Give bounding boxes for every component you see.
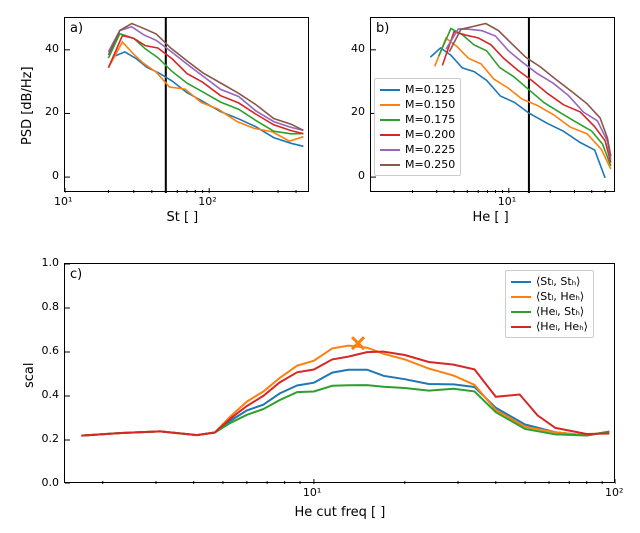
legend-item: ⟨Heₗ, Stₕ⟩ <box>511 304 588 319</box>
ytick-label: 0.6 <box>42 344 60 357</box>
ytick-label: 40 <box>351 42 365 55</box>
legend-swatch <box>380 104 400 106</box>
series-M0150 <box>108 42 303 141</box>
legend-swatch <box>380 134 400 136</box>
legend-label: ⟨Stₗ, Stₕ⟩ <box>536 275 580 288</box>
legend-swatch <box>511 326 531 328</box>
legend-item: M=0.200 <box>380 127 455 142</box>
legend-item: M=0.175 <box>380 112 455 127</box>
panel-a <box>64 17 309 192</box>
legend-swatch <box>511 311 531 313</box>
legend-label: M=0.225 <box>405 143 455 156</box>
ytick-label: 0 <box>52 169 59 182</box>
legend-swatch <box>511 281 531 283</box>
panel-c-letter: c) <box>70 267 82 282</box>
legend-item: M=0.225 <box>380 142 455 157</box>
legend-label: M=0.200 <box>405 128 455 141</box>
legend-swatch <box>380 149 400 151</box>
panel-b-letter: b) <box>376 21 389 36</box>
panel-a-xlabel: St [ ] <box>167 210 199 225</box>
legend-swatch <box>380 119 400 121</box>
legend-label: ⟨Stₗ, Heₕ⟩ <box>536 290 584 303</box>
legend-item: M=0.250 <box>380 157 455 172</box>
panel-b-xlabel: He [ ] <box>473 210 509 225</box>
series-StHe <box>81 346 609 436</box>
panel-c-legend: ⟨Stₗ, Stₕ⟩ ⟨Stₗ, Heₕ⟩ ⟨Heₗ, Stₕ⟩ ⟨Heₗ, Heₕ⟩ <box>505 270 594 338</box>
panel-a-ylabel: PSD [dB/Hz] <box>20 66 35 145</box>
ytick-label: 0.0 <box>42 476 60 489</box>
ytick-label: 20 <box>45 105 59 118</box>
panel-a-letter: a) <box>70 21 83 36</box>
legend-swatch <box>380 89 400 91</box>
xtick-label: 10¹ <box>303 486 321 499</box>
ytick-label: 0.4 <box>42 388 60 401</box>
ytick-label: 40 <box>45 42 59 55</box>
legend-label: M=0.175 <box>405 113 455 126</box>
panel-c-ylabel: scal <box>22 363 37 389</box>
series-M0200 <box>442 32 610 163</box>
panel-b-legend: M=0.125 M=0.150 M=0.175 M=0.200 M=0.225 M=0.2… <box>374 78 461 176</box>
panel-c-xlabel: He cut freq [ ] <box>295 505 386 520</box>
legend-label: ⟨Heₗ, Heₕ⟩ <box>536 320 588 333</box>
legend-swatch <box>511 296 531 298</box>
series-M0150 <box>435 38 611 169</box>
xtick-label: 10² <box>605 486 623 499</box>
ytick-label: 0 <box>358 169 365 182</box>
ytick-label: 0.2 <box>42 432 60 445</box>
ytick-label: 0.8 <box>42 300 60 313</box>
panel-a-plot <box>65 18 310 193</box>
series-StSt <box>81 370 609 436</box>
xtick-label: 10¹ <box>54 195 72 208</box>
legend-label: M=0.125 <box>405 83 455 96</box>
figure: a) PSD [dB/Hz] St [ ] b) He [ ] M=0.125M… <box>0 0 640 533</box>
legend-item: ⟨Heₗ, Heₕ⟩ <box>511 319 588 334</box>
legend-label: M=0.250 <box>405 158 455 171</box>
legend-label: ⟨Heₗ, Stₕ⟩ <box>536 305 584 318</box>
ytick-label: 1.0 <box>42 256 60 269</box>
legend-swatch <box>380 164 400 166</box>
series-M0250 <box>108 24 303 131</box>
legend-item: ⟨Stₗ, Heₕ⟩ <box>511 289 588 304</box>
legend-item: ⟨Stₗ, Stₕ⟩ <box>511 274 588 289</box>
legend-item: M=0.150 <box>380 97 455 112</box>
xtick-label: 10² <box>198 195 216 208</box>
xtick-label: 10¹ <box>498 195 516 208</box>
series-HeHe <box>81 352 609 436</box>
ytick-label: 20 <box>351 105 365 118</box>
legend-label: M=0.150 <box>405 98 455 111</box>
legend-item: M=0.125 <box>380 82 455 97</box>
